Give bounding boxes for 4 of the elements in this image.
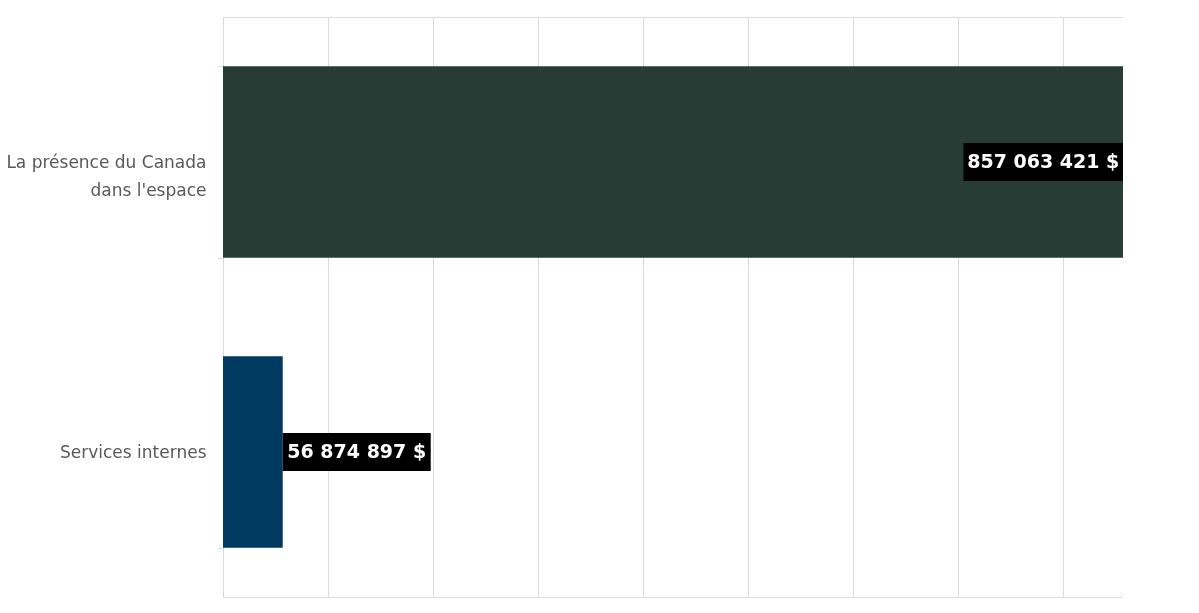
- data-label: 857 063 421 $: [967, 150, 1120, 172]
- y-tick-label: La présence du Canada dans l'espace: [6, 151, 207, 200]
- y-tick-label: Services internes: [60, 441, 207, 462]
- data-label: 56 874 897 $: [287, 440, 427, 462]
